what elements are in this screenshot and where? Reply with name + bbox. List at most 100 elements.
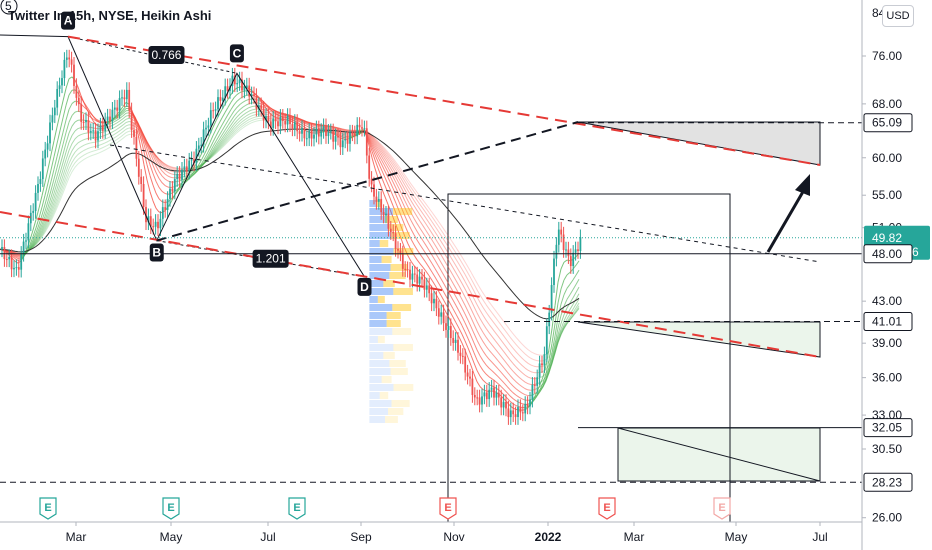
candle-body [332, 131, 335, 142]
ribbon-line [371, 135, 376, 140]
price-axis[interactable]: 76.0068.0060.0055.0051.0043.0039.0036.00… [862, 49, 902, 525]
ribbon-line [74, 159, 79, 164]
ribbon-line [377, 161, 382, 169]
ribbon-line [575, 286, 580, 293]
ribbon-line [263, 106, 268, 110]
candle-body [135, 136, 138, 159]
ribbon-line [119, 113, 124, 117]
ribbon-line [563, 259, 568, 263]
ribbon-line [446, 305, 451, 312]
ribbon-line [407, 222, 412, 230]
ribbon-line [212, 129, 217, 136]
ribbon-line [509, 336, 514, 342]
ribbon-line [89, 142, 94, 144]
candle-body [226, 86, 229, 91]
ribbon-line [32, 238, 37, 245]
ribbon-line [491, 305, 496, 311]
ribbon-line [542, 379, 547, 385]
ribbon-line [56, 193, 61, 203]
ribbon-line [140, 130, 145, 137]
ribbon-line [545, 368, 550, 374]
ribbon-line [50, 202, 55, 212]
ribbon-line [116, 136, 121, 140]
ribbon-line [158, 171, 163, 177]
ribbon-line [422, 225, 427, 231]
ribbon-line [50, 198, 55, 208]
ribbon-line [464, 296, 469, 303]
ribbon-line [236, 98, 241, 102]
ribbon-line [467, 286, 472, 293]
ribbon-line [35, 235, 40, 242]
ribbon-line [140, 130, 145, 140]
ribbon-line [497, 328, 502, 333]
ribbon-line [38, 235, 43, 241]
earnings-marker [598, 497, 616, 520]
ribbon-line [38, 195, 43, 209]
ribbon-line [80, 144, 85, 148]
ribbon-line [452, 325, 457, 332]
ribbon-line [242, 123, 247, 127]
ribbon-line [170, 170, 175, 173]
ribbon-line [368, 145, 373, 158]
ribbon-line [158, 158, 163, 163]
ribbon-line [548, 361, 553, 369]
candle-body [533, 384, 536, 386]
ribbon-line [53, 176, 58, 188]
ribbon-line [569, 289, 574, 295]
pattern-point-label: D [360, 280, 369, 294]
projection-arrow-head [795, 174, 810, 196]
ribbon-line [137, 133, 142, 138]
candle-body [560, 229, 563, 235]
ribbon-line [65, 163, 70, 173]
pattern-point-label: C [233, 46, 242, 60]
ribbon-line [224, 136, 229, 141]
ribbon-line [173, 168, 178, 170]
ribbon-line [374, 159, 379, 169]
ribbon-line [440, 241, 445, 247]
ribbon-line [431, 254, 436, 261]
ribbon-line [38, 206, 43, 219]
time-axis[interactable]: Mar May Jul Sep Nov 2022 Mar May Jul [66, 522, 828, 544]
ribbon-line [533, 359, 538, 362]
x-tick-label: Jul [812, 530, 827, 544]
ribbon-line [428, 222, 433, 228]
ratio-label: 0.766 [151, 48, 181, 62]
ribbon-line [416, 223, 421, 229]
ribbon-line [218, 143, 223, 149]
currency-button[interactable]: USD [882, 5, 914, 27]
ribbon-line [341, 128, 346, 130]
candle-body [550, 285, 553, 313]
ribbon-line [53, 207, 58, 215]
ribbon-line [500, 347, 505, 353]
ribbon-line [203, 153, 208, 160]
ribbon-line [452, 316, 457, 323]
ribbon-line [146, 141, 151, 147]
ribbon-line [248, 106, 253, 109]
rising-trendline [156, 121, 579, 242]
ribbon-line [503, 343, 508, 349]
ribbon-line [50, 209, 55, 218]
candle-body [478, 397, 481, 405]
ribbon-line [245, 123, 250, 127]
ribbon-line [503, 328, 508, 334]
ribbon-line [410, 206, 415, 212]
chart-title[interactable]: Twitter In 15h, NYSE, Heikin Ashi [8, 8, 211, 23]
ribbon-line [224, 120, 229, 126]
ribbon-line [122, 128, 127, 133]
ribbon-line [458, 270, 463, 277]
ribbon-line [197, 164, 202, 170]
ribbon-line [380, 186, 385, 195]
candle-body [428, 285, 431, 294]
ribbon-line [467, 266, 472, 273]
ribbon-line [11, 255, 16, 259]
candle-body [389, 228, 392, 233]
candle-body [238, 79, 241, 84]
ribbon-line [380, 168, 385, 176]
ribbon-line [479, 294, 484, 301]
candle-body [111, 109, 114, 122]
ribbon-line [5, 249, 10, 252]
ribbon-line [209, 141, 214, 149]
ribbon-line [215, 142, 220, 148]
ribbon-line [455, 247, 460, 253]
